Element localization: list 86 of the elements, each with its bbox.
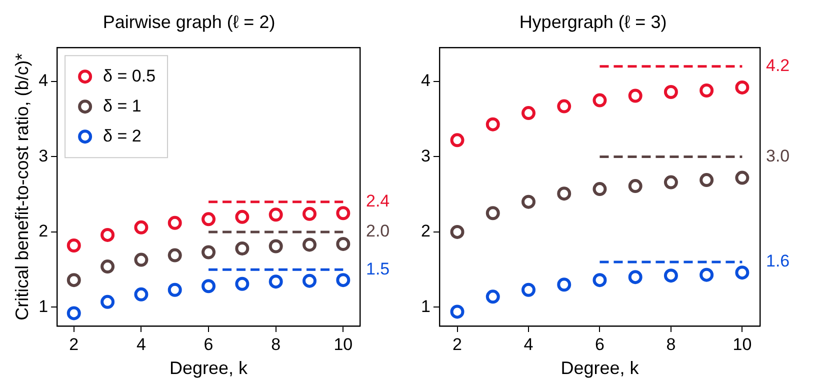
x-tick-label: 4 bbox=[136, 334, 146, 354]
point bbox=[100, 294, 115, 309]
y-axis-title: Critical benefit-to-cost ratio, (b/c)* bbox=[12, 53, 32, 320]
point bbox=[168, 248, 182, 262]
legend-label: δ = 0.5 bbox=[103, 66, 156, 86]
x-tick-label: 2 bbox=[69, 334, 79, 354]
point bbox=[202, 212, 216, 226]
point bbox=[700, 173, 714, 188]
x-tick-label: 4 bbox=[524, 334, 534, 354]
chart-title: Hypergraph (ℓ = 3) bbox=[519, 12, 667, 32]
y-tick-label: 4 bbox=[420, 71, 430, 90]
point bbox=[735, 266, 750, 280]
point bbox=[66, 306, 81, 320]
point bbox=[664, 84, 678, 99]
point bbox=[268, 208, 283, 222]
y-tick-label: 3 bbox=[38, 146, 48, 166]
point bbox=[664, 175, 678, 190]
x-axis-title: Degree, k bbox=[560, 358, 640, 378]
point bbox=[100, 228, 115, 242]
point bbox=[66, 273, 81, 288]
x-axis-title: Degree, k bbox=[170, 358, 249, 378]
point bbox=[521, 282, 536, 297]
text: 1.5 bbox=[366, 259, 390, 278]
point bbox=[450, 304, 464, 319]
point bbox=[235, 210, 250, 224]
point bbox=[521, 106, 536, 120]
point bbox=[486, 117, 500, 132]
point bbox=[268, 274, 283, 289]
y-tick-label: 1 bbox=[420, 296, 430, 316]
y-tick-label: 2 bbox=[38, 222, 48, 241]
point bbox=[134, 220, 148, 234]
point bbox=[628, 179, 642, 194]
point bbox=[557, 186, 572, 201]
x-tick-label: 2 bbox=[452, 334, 462, 354]
point bbox=[235, 276, 250, 291]
text: 3.0 bbox=[766, 146, 790, 166]
x-tick-label: 6 bbox=[204, 334, 214, 354]
text: 1.6 bbox=[766, 252, 790, 271]
y-tick-label: 3 bbox=[420, 146, 430, 166]
point bbox=[100, 260, 115, 274]
point bbox=[168, 282, 182, 297]
point bbox=[557, 278, 572, 292]
x-tick-label: 10 bbox=[334, 334, 353, 354]
point bbox=[735, 170, 750, 185]
point bbox=[235, 242, 250, 256]
point bbox=[202, 279, 216, 294]
point bbox=[336, 273, 350, 288]
point bbox=[336, 236, 350, 251]
point bbox=[628, 270, 642, 284]
legend-label: δ = 2 bbox=[103, 126, 142, 146]
point bbox=[592, 273, 607, 288]
point bbox=[486, 206, 500, 220]
point bbox=[592, 182, 607, 196]
x-tick-label: 10 bbox=[732, 334, 752, 354]
y-tick-label: 4 bbox=[38, 71, 48, 90]
point bbox=[521, 194, 536, 209]
point bbox=[302, 238, 317, 252]
point bbox=[450, 133, 464, 148]
point bbox=[664, 268, 678, 283]
point bbox=[700, 268, 714, 282]
text: 4.2 bbox=[766, 56, 790, 76]
point bbox=[628, 88, 642, 103]
point bbox=[66, 238, 81, 252]
x-tick-label: 8 bbox=[271, 334, 281, 354]
point bbox=[450, 224, 464, 239]
text: 2.0 bbox=[366, 222, 390, 241]
point bbox=[302, 206, 317, 221]
text: 2.4 bbox=[366, 192, 390, 211]
x-tick-label: 8 bbox=[666, 334, 676, 354]
point bbox=[134, 287, 148, 302]
point bbox=[486, 290, 500, 304]
point bbox=[302, 274, 317, 288]
point bbox=[557, 99, 572, 114]
x-tick-label: 6 bbox=[594, 334, 604, 354]
point bbox=[336, 206, 350, 220]
point bbox=[700, 83, 714, 98]
point bbox=[168, 216, 182, 230]
point bbox=[134, 252, 148, 267]
y-tick-label: 2 bbox=[420, 222, 430, 241]
chart-title: Pairwise graph (ℓ = 2) bbox=[102, 12, 276, 32]
point bbox=[268, 239, 283, 254]
point bbox=[735, 80, 750, 94]
point bbox=[592, 93, 607, 108]
point bbox=[202, 245, 216, 260]
legend-label: δ = 1 bbox=[103, 96, 142, 116]
y-tick-label: 1 bbox=[38, 296, 48, 316]
